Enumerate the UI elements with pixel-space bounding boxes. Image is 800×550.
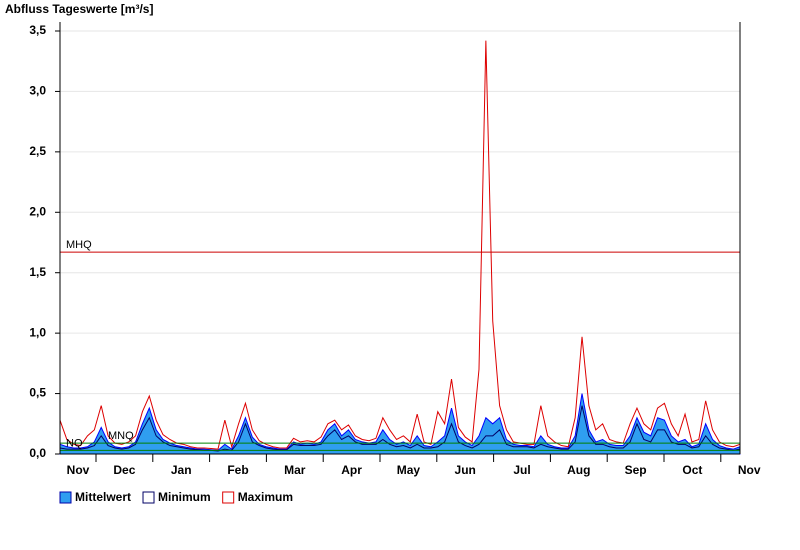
legend-swatch: [142, 491, 155, 504]
x-tick-label: Jul: [513, 463, 530, 477]
x-tick-label: Oct: [682, 463, 702, 477]
x-tick-label: Jan: [171, 463, 192, 477]
y-tick-label: 1,0: [29, 325, 46, 339]
x-tick-label: Mar: [284, 463, 306, 477]
x-tick-label: Sep: [625, 463, 647, 477]
y-tick-label: 3,5: [29, 23, 46, 37]
chart-title: Abfluss Tageswerte [m³/s]: [5, 2, 153, 16]
x-tick-label: Dec: [113, 463, 135, 477]
y-tick-label: 2,0: [29, 204, 46, 218]
x-tick-label: May: [397, 463, 421, 477]
line: [59, 40, 741, 450]
line: [59, 405, 741, 452]
reference-label: MNQ: [108, 430, 134, 442]
y-tick-label: 3,0: [29, 84, 46, 98]
legend-swatch: [222, 491, 235, 504]
reference-label: NQ: [66, 437, 83, 449]
legend-label: Mittelwert: [75, 490, 131, 504]
y-tick-label: 0,5: [29, 386, 46, 400]
legend-swatch: [59, 491, 72, 504]
x-tick-label: Apr: [341, 463, 362, 477]
area: [59, 393, 741, 455]
y-tick-label: 2,5: [29, 144, 46, 158]
x-tick-label: Nov: [738, 463, 761, 477]
x-tick-label: Jun: [455, 463, 476, 477]
legend-label: Minimum: [158, 490, 211, 504]
legend-label: Maximum: [238, 490, 293, 504]
y-tick-label: 0,0: [29, 446, 46, 460]
y-tick-label: 1,5: [29, 265, 46, 279]
x-tick-label: Feb: [227, 463, 248, 477]
x-tick-label: Nov: [67, 463, 90, 477]
reference-label: MHQ: [66, 239, 92, 251]
x-tick-label: Aug: [567, 463, 590, 477]
